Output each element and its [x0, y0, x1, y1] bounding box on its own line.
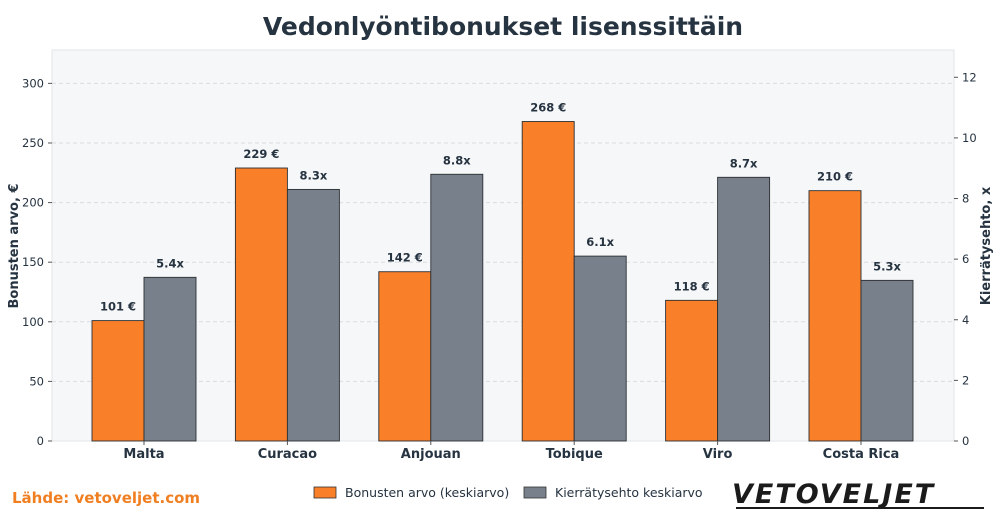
y2-tick-label: 0 — [962, 434, 969, 448]
legend: Bonusten arvo (keskiarvo) Kierrätysehto … — [313, 485, 703, 500]
y2-tick-label: 12 — [962, 70, 977, 84]
y-tick-label: 100 — [22, 315, 44, 329]
bar-wagering-costa-rica — [860, 279, 914, 442]
y-axis-left-label: Bonusten arvo, € — [7, 184, 22, 309]
x-tick-label: Viro — [703, 447, 733, 462]
x-tick-label: Tobique — [546, 447, 603, 462]
y-axis-right-label: Kierrätysehto, x — [979, 186, 994, 305]
data-label: 142 € — [387, 251, 423, 265]
bar-wagering-tobique — [573, 255, 627, 442]
data-label: 5.4x — [156, 256, 184, 270]
y-tick-label: 200 — [22, 196, 44, 210]
bars — [91, 121, 914, 442]
x-tick-label: Anjouan — [401, 447, 461, 462]
logo-text: VETOVELJET — [732, 479, 936, 510]
data-label: 101 € — [100, 300, 136, 314]
y2-tick-label: 4 — [962, 313, 969, 327]
data-label: 268 € — [530, 101, 566, 115]
bar-wagering-curacao — [286, 188, 340, 442]
y-tick-label: 250 — [22, 136, 44, 150]
bar-bonus-anjouan — [378, 271, 432, 442]
y-tick-label: 50 — [29, 374, 44, 388]
x-tick-label: Costa Rica — [823, 447, 900, 462]
data-label: 5.3x — [873, 259, 901, 273]
y-tick-label: 300 — [22, 76, 44, 90]
bar-wagering-malta — [143, 276, 197, 442]
data-label: 229 € — [243, 147, 279, 161]
plot-area — [51, 49, 955, 442]
gridlines — [52, 82, 954, 382]
y-axis-left-ticks: 0 50 100 150 200 250 300 — [22, 76, 52, 448]
y2-tick-label: 6 — [962, 252, 969, 266]
legend-label-wagering: Kierrätysehto keskiarvo — [555, 485, 703, 500]
bar-bonus-costa-rica — [808, 190, 862, 442]
legend-swatch-wagering — [523, 486, 547, 499]
bar-wagering-viro — [717, 176, 771, 442]
chart-title: Vedonlyöntibonukset lisenssittäin — [263, 12, 743, 41]
bar-bonus-malta — [91, 320, 145, 442]
y2-tick-label: 8 — [962, 192, 969, 206]
x-axis-categories: Malta Curacao Anjouan Tobique Viro Costa Rica — [123, 441, 899, 462]
y-axis-right-ticks: 0 2 4 6 8 10 12 — [954, 70, 977, 448]
data-labels: 101 € 5.4x 229 € 8.3x 142 € 8.8x 268 € 6.1x 118 … — [100, 101, 901, 314]
legend-label-bonus: Bonusten arvo (keskiarvo) — [345, 485, 509, 500]
x-tick-label: Curacao — [258, 447, 317, 462]
bar-bonus-curacao — [234, 167, 288, 442]
logo-underline — [736, 507, 984, 509]
legend-swatch-bonus — [313, 486, 337, 499]
data-label: 8.7x — [730, 156, 758, 170]
data-label: 8.8x — [443, 153, 471, 167]
bar-wagering-anjouan — [430, 173, 484, 442]
y-tick-label: 150 — [22, 255, 44, 269]
bar-bonus-viro — [665, 299, 719, 442]
data-label: 118 € — [674, 279, 710, 293]
x-tick-label: Malta — [123, 447, 164, 462]
brand-logo: VETOVELJET — [732, 479, 984, 510]
data-label: 8.3x — [300, 168, 328, 182]
y2-tick-label: 2 — [962, 373, 969, 387]
data-label: 210 € — [817, 170, 853, 184]
data-label: 6.1x — [586, 235, 614, 249]
y2-tick-label: 10 — [962, 131, 977, 145]
bar-bonus-tobique — [521, 121, 575, 442]
y-tick-label: 0 — [37, 434, 44, 448]
source-link[interactable]: Lähde: vetoveljet.com — [12, 489, 200, 507]
